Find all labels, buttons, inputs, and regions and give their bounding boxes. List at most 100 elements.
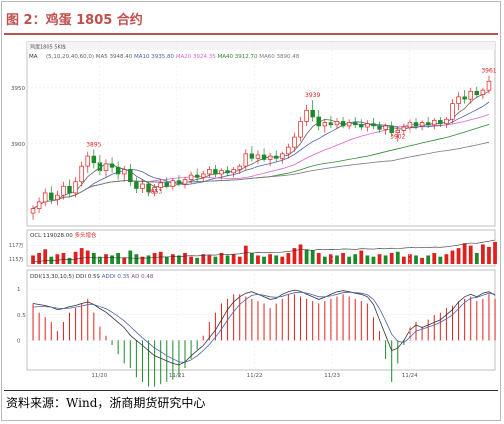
ocl-bar	[353, 254, 358, 264]
ma5-line	[32, 90, 490, 209]
ocl-bar	[322, 256, 327, 264]
candle-body	[140, 183, 145, 189]
ma-legend-item: MA20 3924.35	[174, 54, 216, 60]
ocl-bar	[225, 255, 230, 264]
candle-body	[146, 183, 151, 193]
ocl-legend-item: 多头增仓	[73, 231, 97, 239]
candle-body	[55, 194, 60, 201]
candle-body	[49, 192, 54, 201]
candle	[401, 123, 407, 135]
candle	[359, 119, 364, 131]
candle-body	[128, 169, 133, 183]
candle-body	[304, 109, 309, 122]
ocl-bar	[444, 254, 449, 264]
ma-legend-item: (5,10,20,40,60,0) MA5 3948.40	[46, 54, 133, 60]
ocl-bar	[335, 255, 339, 264]
ocl-bar	[377, 254, 382, 264]
ddi-y-tick: 1	[17, 287, 21, 293]
ocl-bar	[164, 256, 169, 264]
ocl-bar	[122, 257, 127, 264]
figure-source: 资料来源：Wind，浙商期货研究中心	[6, 396, 206, 410]
ocl-bar	[177, 255, 181, 264]
candle-body	[383, 125, 388, 130]
candle	[128, 163, 133, 187]
ocl-bar	[438, 256, 443, 264]
candle-body	[194, 174, 200, 178]
header-bar	[27, 42, 495, 50]
candle-body	[334, 121, 340, 126]
candle	[158, 179, 163, 191]
ocl-bar	[462, 243, 467, 264]
candle-body	[438, 119, 443, 125]
x-axis: 11/20 11/21 11/22 11/23 11/24	[91, 42, 418, 379]
candle	[377, 121, 382, 133]
candle	[30, 205, 36, 220]
ma-legend-item: MA10 3935.80	[132, 54, 174, 60]
main-y-tick: 3900	[11, 142, 25, 148]
candle	[273, 150, 279, 162]
candle	[468, 87, 473, 104]
candle-body	[85, 155, 90, 167]
ocl-bar	[79, 248, 84, 264]
candle	[134, 177, 139, 193]
ocl-bar	[134, 254, 139, 264]
title-rule	[4, 33, 498, 35]
candle-body	[249, 153, 255, 159]
ocl-line	[32, 239, 496, 263]
candle	[419, 120, 425, 131]
price-annotation: 3895	[86, 141, 101, 148]
ocl-bar	[49, 256, 54, 264]
candle-body	[365, 123, 370, 128]
ocl-bar	[31, 255, 35, 264]
ddi-legend: DDI(13,30,10,5) DDI 0.59 ADDI 0.35 AD 0.…	[30, 274, 154, 280]
chart-title: 鸡蛋1805 5K线	[30, 44, 66, 51]
price-annotations: 3895 3853 3939 3902 3961	[86, 68, 497, 196]
ddi-panel	[26, 269, 496, 371]
candle	[286, 143, 291, 159]
candle-body	[207, 169, 212, 175]
candle	[91, 149, 97, 169]
ocl-bar	[474, 253, 479, 264]
ocl-bar	[110, 255, 114, 264]
ocl-bar	[189, 256, 193, 264]
price-annotation: 3961	[481, 68, 496, 75]
ma-legend-item: MA60 3890.48	[258, 54, 300, 60]
candle	[79, 161, 84, 187]
ocl-bar	[359, 250, 364, 264]
ocl-bar	[91, 253, 96, 264]
candle	[249, 146, 255, 162]
candle-body	[273, 155, 279, 159]
candle-body	[292, 136, 297, 148]
ocl-bar	[262, 256, 266, 264]
ocl-bar	[116, 253, 121, 264]
candle	[49, 186, 54, 205]
figure-title: 图 2：鸡蛋 1805 合约	[6, 13, 143, 28]
candle-body	[432, 119, 437, 126]
ocl-bar	[249, 253, 254, 264]
candle-body	[115, 166, 121, 175]
ocl-bar	[298, 244, 303, 264]
candle	[140, 179, 145, 193]
ddi-legend-item: ADDI 0.35	[100, 274, 130, 280]
candle-body	[352, 122, 358, 126]
candle-body	[401, 126, 407, 131]
ocl-bar	[152, 253, 157, 264]
candle-body	[134, 181, 139, 189]
ma-lines	[32, 90, 490, 209]
candle-body	[97, 162, 103, 171]
x-tick-label: 11/24	[402, 373, 418, 379]
candle-body	[261, 154, 267, 160]
ocl-bar	[432, 253, 437, 264]
candle	[328, 115, 334, 129]
ocl-legend-item: 119028.00	[41, 233, 73, 239]
candle	[383, 123, 388, 135]
ocl-legend: OCL 119028.00 多头增仓	[30, 231, 97, 239]
price-annotation: 3902	[390, 134, 405, 141]
candle	[213, 165, 218, 178]
ocl-bar	[389, 253, 394, 264]
candle-body	[286, 146, 291, 155]
ma-legend-label: MA	[29, 54, 38, 60]
candle	[395, 127, 401, 142]
x-tick-label: 11/21	[169, 373, 185, 379]
